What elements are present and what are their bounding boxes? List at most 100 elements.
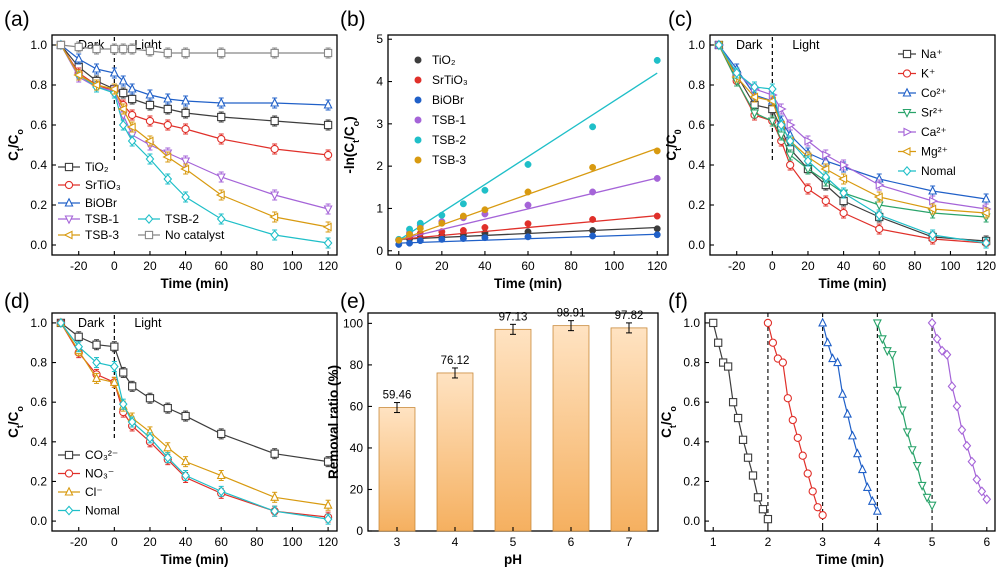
data-point (270, 506, 279, 517)
data-point (589, 216, 597, 223)
legend-marker (63, 230, 73, 240)
data-point (459, 200, 467, 208)
data-point (981, 193, 991, 203)
data-point (928, 185, 938, 195)
y-tick-label: 0.4 (30, 435, 47, 449)
data-point (406, 230, 413, 238)
data-point (481, 224, 489, 231)
series-Na (714, 40, 991, 247)
x-tick-label: 120 (976, 259, 996, 273)
y-tick-label: 1.0 (30, 38, 47, 52)
y-tick-label: 0.2 (30, 474, 47, 488)
series-line (60, 322, 329, 518)
legend: CO₃²⁻ NO₃⁻ Cl⁻ Nomal (58, 448, 120, 518)
bar-value-label: 98.91 (557, 308, 586, 320)
panel-letter: (a) (4, 8, 30, 31)
data-point (524, 188, 532, 196)
legend-label: Mg²⁺ (921, 145, 948, 159)
panel-f: 1 2 3 4 5 6 0.0 0.2 0.4 0.6 0.8 1.0 Time (min) Ct/Co (… (659, 290, 996, 567)
data-point (803, 155, 813, 167)
data-point (323, 205, 333, 215)
data-point (216, 173, 226, 183)
x-tick-label: -20 (70, 535, 88, 549)
legend-marker (903, 127, 913, 137)
data-point (74, 53, 84, 63)
legend-marker (414, 116, 422, 124)
data-point (748, 471, 758, 480)
x-tick-label: 120 (318, 535, 338, 549)
data-point (323, 48, 333, 58)
bar-pH-5 (494, 328, 532, 532)
data-point (181, 48, 190, 58)
x-tick-label: 4 (874, 535, 881, 549)
x-tick-label: 40 (478, 259, 492, 273)
legend-marker (902, 108, 912, 118)
legend-label: Nomal (921, 164, 956, 178)
x-tick-label: 80 (564, 259, 578, 273)
data-point (459, 227, 467, 234)
panel-b: 0 20 40 60 80 100 120 0 1 2 3 4 5 Time (min) -ln(Ct/Co… (340, 8, 669, 291)
data-point (803, 184, 813, 194)
x-axis-title: pH (504, 552, 522, 567)
y-tick-label: 4 (376, 75, 383, 89)
x-tick-label: 60 (873, 259, 887, 273)
legend-label: Ca²⁺ (921, 125, 947, 139)
data-point (416, 237, 424, 245)
legend-label: BiOBr (432, 93, 464, 107)
label-part: /C (659, 411, 674, 425)
panel-a: -20 0 20 40 60 80 100 120 0.0 0.2 0.4 0.6 0.8 1.0 Time… (4, 8, 338, 291)
data-point (126, 122, 136, 132)
data-point (216, 213, 226, 225)
x-tick-label: 0 (111, 535, 118, 549)
data-point (216, 470, 226, 480)
x-tick-label: 20 (801, 259, 815, 273)
data-point (653, 147, 661, 155)
data-point (395, 236, 403, 244)
data-point (798, 451, 807, 460)
label-part: /C (342, 126, 357, 140)
x-tick-label: 100 (940, 259, 960, 273)
data-point (145, 153, 155, 165)
y-tick-label: 0.4 (30, 158, 47, 172)
legend-marker (64, 505, 74, 516)
data-point (589, 123, 597, 131)
data-point (872, 319, 882, 329)
bar-value-label: 76.12 (441, 355, 470, 367)
data-point (776, 131, 786, 141)
legend: TiO₂ SrTiO₃ BiOBr TSB-1 TSB-2 TSB-3 (414, 53, 468, 167)
bar-pH-7 (610, 327, 648, 532)
legend-marker (144, 230, 154, 240)
data-point (875, 224, 884, 234)
y-tick-label: 100 (343, 316, 363, 330)
panel-e: 0 20 40 60 80 100 59.46 3 76.12 4 97.13 5 98.91 6 97.8… (326, 290, 659, 567)
y-tick-label: 5 (376, 32, 383, 46)
x-tick-label: 7 (626, 535, 633, 549)
data-point (110, 44, 119, 54)
data-point (128, 110, 137, 120)
x-tick-label: 6 (983, 535, 990, 549)
data-point (838, 174, 848, 184)
data-point (942, 349, 952, 360)
data-point (912, 462, 922, 472)
label-part: t (15, 148, 25, 151)
legend-label: TiO₂ (85, 160, 109, 174)
data-point (874, 209, 884, 221)
series-Nomal (56, 317, 333, 525)
series-line (60, 44, 329, 156)
data-point (867, 495, 877, 505)
data-point (74, 42, 83, 52)
y-axis-title: -ln(Ct/Co) (342, 116, 361, 173)
data-point (828, 353, 838, 363)
data-point (163, 403, 172, 413)
data-point (927, 317, 937, 328)
data-point (127, 83, 137, 93)
y-tick-label: 1.0 (30, 316, 47, 330)
bar-value-label: 97.82 (615, 310, 644, 322)
legend-label: TSB-1 (432, 113, 466, 127)
data-point (967, 456, 977, 467)
y-tick-label: 0.0 (30, 514, 47, 528)
y-tick-label: 0 (376, 244, 383, 258)
data-point (937, 345, 947, 356)
series-line (718, 44, 987, 218)
data-point (962, 440, 972, 451)
